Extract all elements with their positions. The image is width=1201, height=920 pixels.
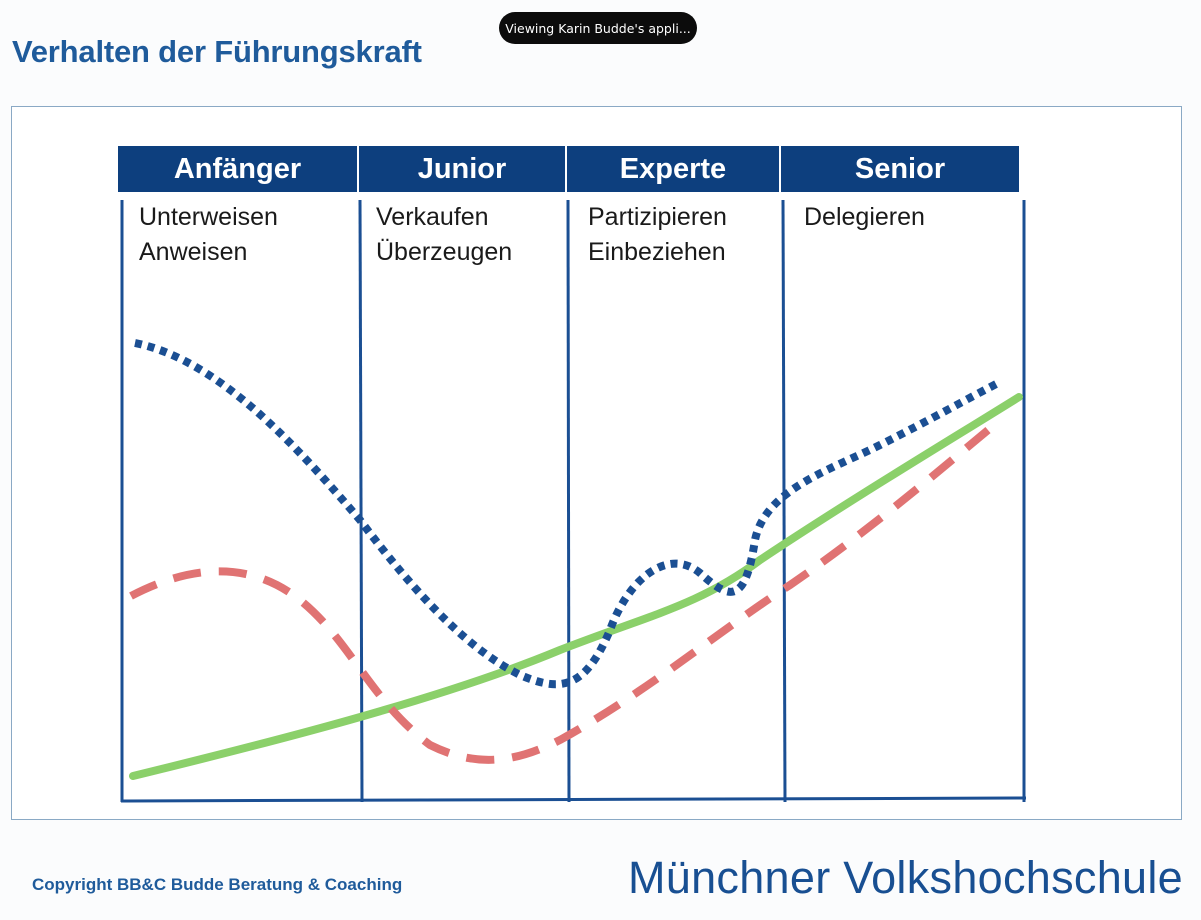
divider-junior-experte [566,199,571,803]
style-label: Unterweisen [139,203,278,231]
screen-share-banner[interactable]: Viewing Karin Budde's appli... [499,12,697,44]
baseline [120,796,1027,803]
phase-dividers [120,199,1027,803]
phase-styles-junior: Verkaufen Überzeugen [376,200,512,270]
footer-copyright: Copyright BB&C Budde Beratung & Coaching [32,875,403,894]
slide-content-frame [11,106,1182,820]
style-label: Verkaufen [376,203,489,231]
competence-curve-solid [129,393,1023,780]
divider-anfaenger-junior [358,199,364,803]
style-label: Anweisen [139,238,248,266]
divider-experte-senior [781,199,787,803]
motivation-curve-dashed [129,416,1003,764]
phase-styles-anfaenger: Unterweisen Anweisen [139,200,278,270]
phase-header-anfaenger: Anfänger [118,146,357,192]
phase-header-senior: Senior [781,146,1019,192]
style-label: Einbeziehen [588,238,726,266]
guidance-curve-dotted [134,339,1002,689]
phase-header-experte: Experte [567,146,779,192]
style-label: Partizipieren [588,203,727,231]
phase-styles-senior: Delegieren [804,200,925,235]
phase-header-junior: Junior [359,146,565,192]
footer-organization-logo: Münchner Volkshochschule [627,852,1183,903]
style-label: Delegieren [804,203,925,231]
phase-styles-experte: Partizipieren Einbeziehen [588,200,727,270]
style-label: Überzeugen [376,238,513,266]
slide-title: Verhalten der Führungskraft [12,34,422,69]
